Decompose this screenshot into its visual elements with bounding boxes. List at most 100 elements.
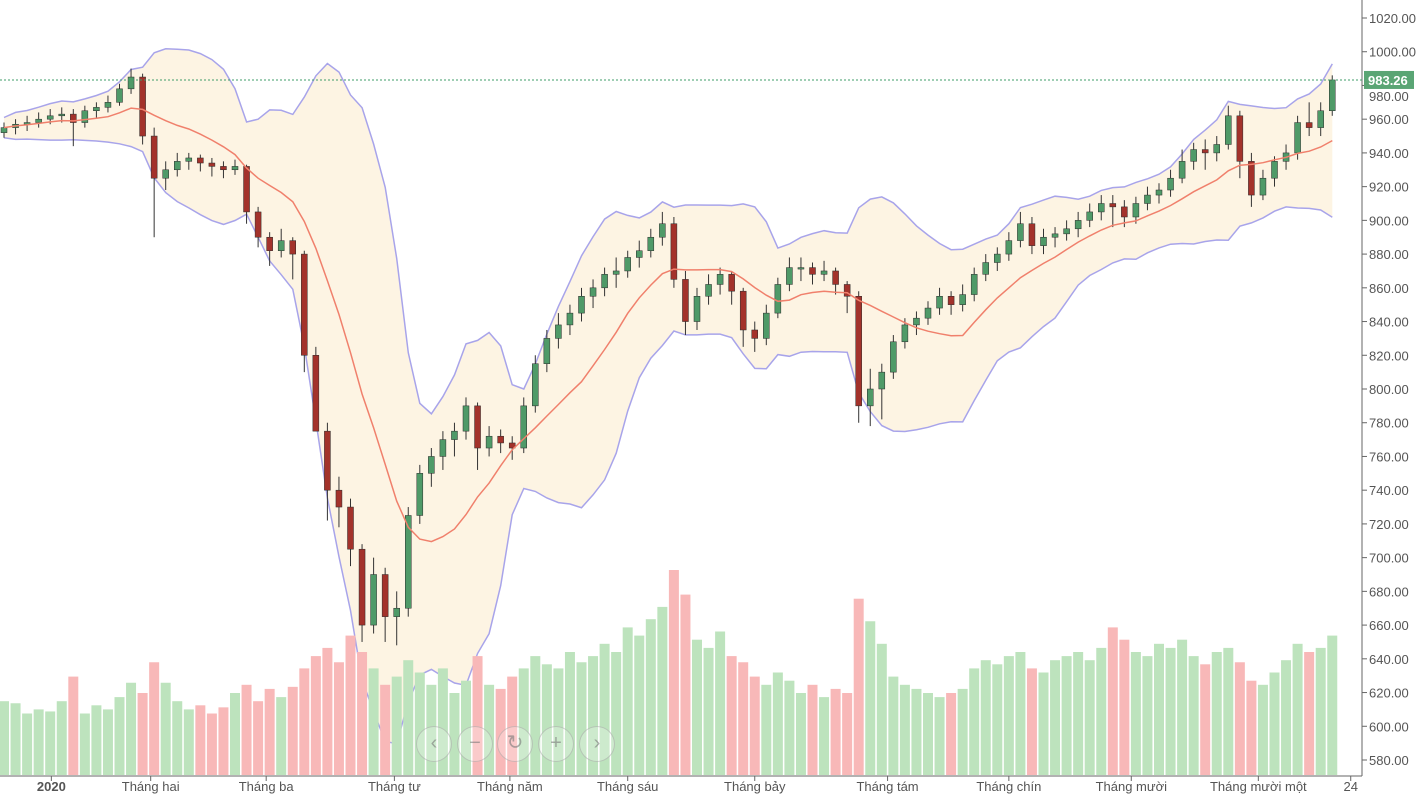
candle-body [936,296,943,309]
volume-bar [703,647,714,775]
volume-bar [357,652,368,775]
volume-bar [310,656,321,775]
candle-body [682,279,689,322]
y-tick-label: 980.00 [1369,89,1409,104]
candle-body [324,430,331,491]
candle-body [220,166,227,171]
volume-bar [1292,643,1303,775]
volume-bar [668,570,679,775]
volume-bar [1096,647,1107,775]
candle-body [566,312,574,326]
volume-bar [853,598,864,775]
volume-bar [1223,647,1234,775]
candle-body [832,270,839,285]
volume-bar [564,652,575,775]
candle-body [716,274,724,285]
scroll-left-button[interactable]: ‹ [416,726,452,762]
volume-bar [518,668,529,775]
candle-body [93,107,100,112]
volume-bar [1154,643,1164,775]
volume-bar [1038,672,1049,775]
volume-bar [634,635,645,775]
volume-bar [230,693,240,775]
candle-body [1248,161,1255,196]
candle-body [1040,236,1047,246]
volume-bar [622,627,633,775]
candle-body [1236,115,1244,162]
volume-bar [1107,627,1118,775]
candle-body [994,253,1001,263]
candle-body [1329,79,1336,111]
volume-bar [599,643,610,775]
x-tick-label: 24 [1343,779,1357,794]
candle-body [0,127,8,133]
volume-bar [876,643,887,775]
candle-body [150,135,158,179]
lower-band-line [3,136,1333,745]
volume-bar [137,693,148,775]
x-axis: 2020 Tháng hai Tháng ba Tháng tư Tháng năm Th… [37,776,1358,794]
volume-bar [56,701,67,775]
candle-body [451,430,458,440]
volume-bar [1304,652,1315,775]
volume-bar [726,656,737,775]
volume-bar [299,668,310,775]
candle-body [520,405,527,449]
candle-body [867,388,874,407]
volume-bar [253,701,264,775]
volume-bar [657,606,668,775]
candle-body [532,363,539,407]
candle-body [1063,228,1070,235]
zoom-out-button[interactable]: − [457,726,493,762]
candle-body [1051,233,1059,238]
volume-bar [749,676,760,775]
candle-body [254,211,262,238]
volume-bar [692,639,702,775]
candle-body [924,307,932,319]
candle-body [335,489,343,508]
x-tick-label: Tháng ba [239,779,295,794]
volume-bar [819,697,830,775]
candle-body [786,267,793,285]
candle-body [231,166,239,171]
candle-body [46,115,54,120]
x-tick-label: Tháng tư [368,779,421,794]
candle-body [428,456,435,474]
volume-bar [1165,647,1176,775]
candle-body [497,435,504,444]
candle-body [1005,240,1013,255]
volume-bar [507,676,518,775]
candle-body [1098,203,1105,213]
y-tick-label: 720.00 [1369,517,1409,532]
volume-bar [276,697,287,775]
y-tick-label: 700.00 [1369,551,1409,566]
zoom-in-button[interactable]: + [538,726,574,762]
y-tick-label: 920.00 [1369,180,1409,195]
candle-body [809,267,816,275]
candles [0,68,1336,646]
candle-body [197,157,204,164]
scroll-right-button[interactable]: › [579,726,615,762]
candle-body [208,162,216,167]
candle-body [393,607,400,617]
candle-body [797,267,805,270]
moving-average [3,107,1333,543]
volume-bar [715,631,726,775]
candle-body [578,296,585,314]
volume-bar [1234,662,1245,775]
y-tick-label: 600.00 [1369,719,1409,734]
y-tick-label: 620.00 [1369,686,1409,701]
candle-body [970,274,978,295]
x-tick-label: Tháng mười một [1210,779,1307,794]
volume-bar [576,662,587,775]
volume-bar [1315,647,1326,775]
volume-bar [206,713,217,775]
x-tick-label: Tháng hai [122,779,180,794]
candle-body [139,76,146,137]
y-tick-label: 1000.00 [1369,45,1416,60]
candle-body [1086,211,1093,221]
volume-bar [287,686,298,775]
candle-body [162,169,169,179]
reset-button[interactable]: ↻ [497,726,533,762]
